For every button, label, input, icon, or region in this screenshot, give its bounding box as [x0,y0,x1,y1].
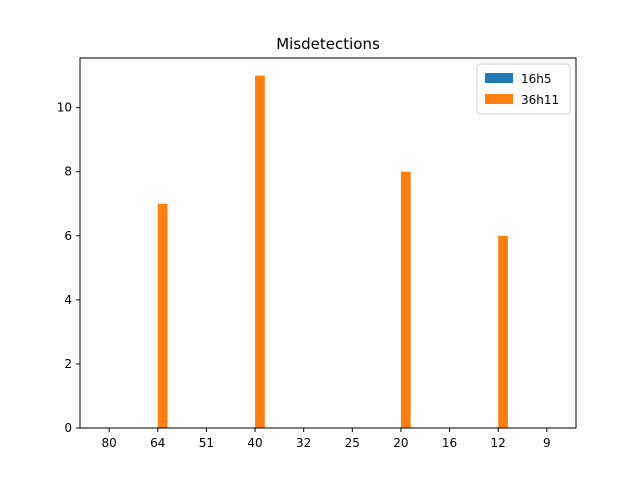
bar-36h11-40 [255,75,265,428]
legend-label-16h5: 16h5 [521,72,552,86]
x-tick-label: 12 [491,436,506,450]
x-tick-label: 40 [247,436,262,450]
legend-label-36h11: 36h11 [521,93,559,107]
y-tick-label: 4 [64,293,72,307]
axes-frame [79,57,577,429]
x-tick-label: 64 [150,436,165,450]
x-tick-label: 9 [543,436,551,450]
chart-title: Misdetections [276,35,380,53]
x-tick-label: 51 [199,436,214,450]
y-tick-label: 0 [64,421,72,435]
x-tick-label: 16 [442,436,457,450]
x-tick-label: 25 [345,436,360,450]
y-tick-label: 2 [64,357,72,371]
legend: 16h5 36h11 [476,63,571,115]
y-tick-label: 6 [64,229,72,243]
legend-swatch-36h11 [485,94,513,104]
x-tick-label: 32 [296,436,311,450]
y-tick-label: 8 [64,165,72,179]
legend-swatch-16h5 [485,73,513,83]
x-tick-label: 20 [393,436,408,450]
bar-36h11-64 [157,203,168,428]
bar-36h11-12 [498,235,508,428]
x-tick-label: 80 [102,436,117,450]
plot-area: 80 64 51 40 32 25 20 16 12 9 0 2 4 6 8 10 [57,75,551,450]
y-tick-label: 10 [57,101,72,115]
bar-36h11-20 [400,171,411,428]
